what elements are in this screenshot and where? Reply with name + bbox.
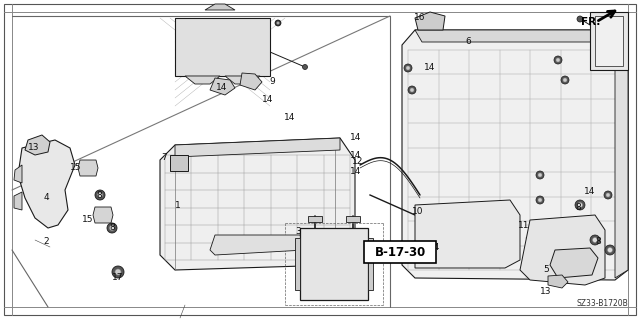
Polygon shape xyxy=(78,160,98,176)
Circle shape xyxy=(406,66,410,70)
Text: 14: 14 xyxy=(284,114,296,122)
Text: 7: 7 xyxy=(161,153,167,162)
Circle shape xyxy=(303,64,307,70)
Polygon shape xyxy=(205,4,235,10)
Circle shape xyxy=(536,171,544,179)
Text: 14: 14 xyxy=(584,188,596,197)
Text: FR.: FR. xyxy=(580,17,600,27)
Polygon shape xyxy=(14,165,22,183)
Bar xyxy=(175,18,270,76)
Circle shape xyxy=(275,20,281,26)
Circle shape xyxy=(538,173,542,177)
Polygon shape xyxy=(240,73,262,90)
Text: 12: 12 xyxy=(352,158,364,167)
Circle shape xyxy=(408,86,416,94)
Text: SZ33-B1720B: SZ33-B1720B xyxy=(576,299,628,308)
Circle shape xyxy=(536,196,544,204)
Circle shape xyxy=(115,269,121,275)
Circle shape xyxy=(606,193,610,197)
Polygon shape xyxy=(175,138,340,157)
Bar xyxy=(595,16,623,66)
Circle shape xyxy=(607,248,612,253)
Circle shape xyxy=(590,235,600,245)
Bar xyxy=(308,216,322,222)
Circle shape xyxy=(556,58,560,62)
Text: 11: 11 xyxy=(518,220,530,229)
Circle shape xyxy=(577,203,582,207)
Text: 17: 17 xyxy=(112,273,124,283)
Text: 14: 14 xyxy=(350,167,362,176)
Circle shape xyxy=(410,88,414,92)
Text: 14: 14 xyxy=(262,95,274,105)
Bar xyxy=(346,216,360,222)
Text: 3: 3 xyxy=(295,227,301,236)
Polygon shape xyxy=(295,238,300,290)
Text: 8: 8 xyxy=(109,224,115,233)
Polygon shape xyxy=(160,138,355,270)
Polygon shape xyxy=(210,235,305,255)
Text: 5: 5 xyxy=(543,265,549,275)
Text: 2: 2 xyxy=(43,238,49,247)
Circle shape xyxy=(538,198,542,202)
Circle shape xyxy=(107,223,117,233)
Bar xyxy=(364,241,436,263)
Polygon shape xyxy=(415,30,622,42)
Text: 9: 9 xyxy=(269,78,275,86)
Text: 10: 10 xyxy=(412,207,424,217)
Polygon shape xyxy=(14,192,22,210)
Polygon shape xyxy=(615,30,628,278)
Circle shape xyxy=(604,191,612,199)
Polygon shape xyxy=(18,140,75,228)
Bar xyxy=(590,12,628,70)
Polygon shape xyxy=(548,275,568,288)
Polygon shape xyxy=(93,207,113,223)
Circle shape xyxy=(605,245,615,255)
Text: 6: 6 xyxy=(465,38,471,47)
Text: 13: 13 xyxy=(540,287,552,296)
Bar xyxy=(300,228,368,300)
Text: 14: 14 xyxy=(429,243,441,253)
Circle shape xyxy=(577,16,583,22)
Circle shape xyxy=(404,64,412,72)
Circle shape xyxy=(563,78,567,82)
Polygon shape xyxy=(185,76,220,84)
Circle shape xyxy=(112,266,124,278)
Circle shape xyxy=(554,56,562,64)
Text: 15: 15 xyxy=(83,216,93,225)
Text: 8: 8 xyxy=(96,190,102,199)
Polygon shape xyxy=(520,215,605,285)
Polygon shape xyxy=(225,76,260,84)
Text: 14: 14 xyxy=(350,151,362,160)
Bar xyxy=(170,155,188,171)
Text: 15: 15 xyxy=(70,164,82,173)
Text: 4: 4 xyxy=(43,194,49,203)
Text: 8: 8 xyxy=(575,204,581,212)
Polygon shape xyxy=(550,248,598,278)
Text: 14: 14 xyxy=(350,133,362,143)
Circle shape xyxy=(575,200,585,210)
Polygon shape xyxy=(402,30,628,280)
Text: 1: 1 xyxy=(175,201,181,210)
Circle shape xyxy=(561,76,569,84)
Circle shape xyxy=(109,226,115,231)
Text: 14: 14 xyxy=(216,84,228,93)
Circle shape xyxy=(593,238,598,242)
Circle shape xyxy=(95,190,105,200)
Circle shape xyxy=(97,192,102,197)
Text: 8: 8 xyxy=(595,238,601,247)
Polygon shape xyxy=(210,78,235,95)
Text: B-17-30: B-17-30 xyxy=(374,246,426,258)
Polygon shape xyxy=(368,238,373,290)
Text: 13: 13 xyxy=(28,144,40,152)
Circle shape xyxy=(276,21,280,25)
Text: 16: 16 xyxy=(414,13,426,23)
Polygon shape xyxy=(415,200,520,268)
Polygon shape xyxy=(415,12,445,30)
Polygon shape xyxy=(25,135,50,155)
Text: 14: 14 xyxy=(424,63,436,72)
